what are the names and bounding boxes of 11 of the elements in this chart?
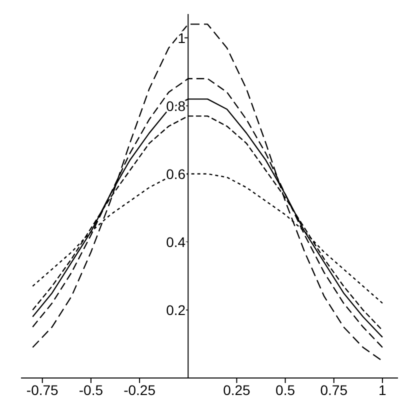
y-tick-label: 0.6 (166, 166, 186, 182)
x-tick-label: -0.5 (78, 382, 104, 398)
y-tick-label: 1 (178, 30, 186, 46)
x-tick-label: -0.25 (124, 382, 156, 398)
y-tick-label: 0.4 (166, 234, 186, 250)
x-tick-label: -0.75 (26, 382, 59, 398)
x-tick-label: 0.5 (276, 382, 296, 398)
x-tick-label: 0.75 (320, 382, 348, 398)
x-tick-label: 0.25 (223, 382, 251, 398)
y-tick-label: 0.2 (166, 302, 186, 318)
x-tick-label: 1 (378, 382, 387, 398)
